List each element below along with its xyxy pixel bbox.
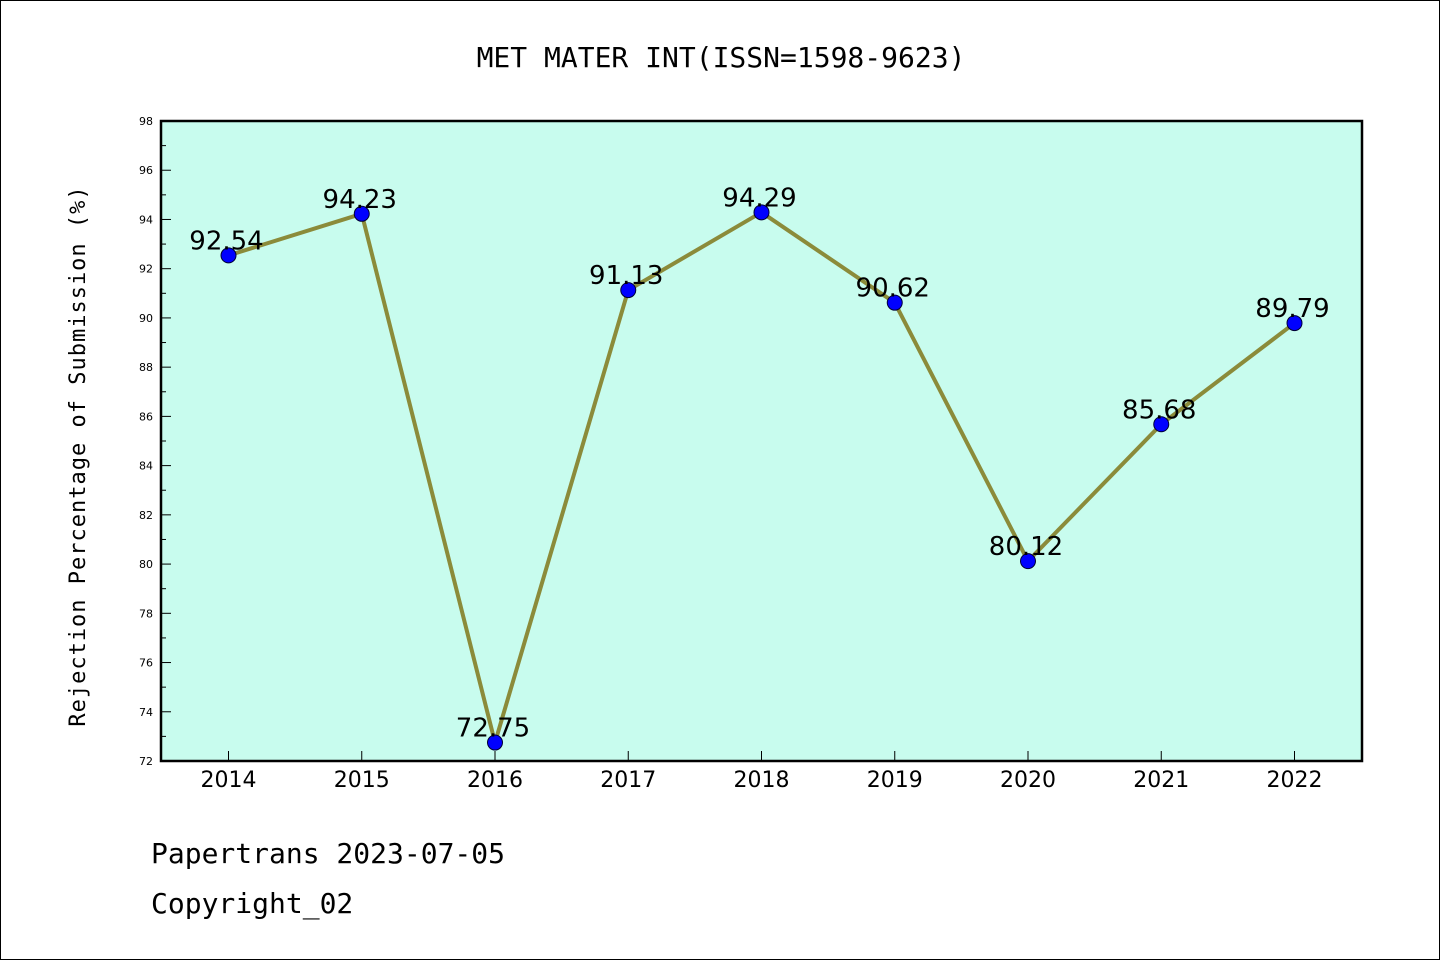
data-point xyxy=(886,294,903,311)
data-label: 89.79 xyxy=(1255,294,1329,324)
data-point xyxy=(1020,553,1036,570)
data-markers xyxy=(220,204,1303,751)
y-tick-label: 92 xyxy=(139,263,153,276)
data-label: 80.12 xyxy=(989,532,1063,562)
data-label: 90.62 xyxy=(856,274,930,304)
data-point xyxy=(753,204,770,221)
data-point xyxy=(1286,315,1303,332)
data-point xyxy=(353,205,370,222)
data-label: 92.54 xyxy=(189,226,263,256)
y-tick-label: 80 xyxy=(139,558,153,571)
y-tick-label: 98 xyxy=(139,115,153,128)
y-tick-label: 76 xyxy=(139,657,153,670)
plot-area xyxy=(161,121,1362,761)
x-tick-label: 2014 xyxy=(201,768,257,793)
x-tick-label: 2017 xyxy=(600,768,656,793)
y-tick-label: 82 xyxy=(139,509,153,522)
plot-frame xyxy=(159,119,1364,763)
data-point xyxy=(220,247,237,264)
x-tick-label: 2015 xyxy=(334,768,390,793)
data-label: 72.75 xyxy=(456,714,530,744)
y-tick-label: 90 xyxy=(139,312,153,325)
x-axis: 2014 2015 2016 2017 2018 2019 2020 2021 2022 xyxy=(201,751,1323,793)
y-tick-label: 94 xyxy=(139,213,153,226)
data-point xyxy=(620,282,637,299)
y-tick-label: 72 xyxy=(139,755,153,768)
data-label: 94.29 xyxy=(722,183,796,213)
data-label: 94.23 xyxy=(323,185,397,215)
y-tick-label: 86 xyxy=(139,410,153,423)
x-tick-label: 2022 xyxy=(1267,768,1323,793)
data-label: 85.68 xyxy=(1122,395,1196,425)
y-tick-label: 84 xyxy=(139,460,153,473)
y-tick-label: 88 xyxy=(139,361,153,374)
data-point xyxy=(487,734,503,751)
footer-copyright: Copyright_02 xyxy=(151,887,354,920)
y-axis: 72 74 76 78 80 82 84 86 88 90 92 94 96 98 xyxy=(139,115,171,768)
x-tick-label: 2019 xyxy=(867,768,923,793)
y-tick-label: 74 xyxy=(139,706,153,719)
data-labels: 92.54 94.23 72.75 91.13 94.29 90.62 80.12 85.68… xyxy=(189,183,1329,743)
x-tick-label: 2021 xyxy=(1133,768,1189,793)
x-tick-label: 2020 xyxy=(1000,768,1056,793)
footer-date-line: Papertrans 2023-07-05 xyxy=(151,837,506,870)
x-tick-label: 2018 xyxy=(734,768,790,793)
data-point xyxy=(1153,416,1170,433)
x-tick-label: 2016 xyxy=(467,768,523,793)
y-tick-label: 78 xyxy=(139,607,153,620)
y-tick-label: 96 xyxy=(139,164,153,177)
data-label: 91.13 xyxy=(589,261,663,291)
chart-title: MET MATER INT(ISSN=1598-9623) xyxy=(477,41,966,74)
y-axis-label: Rejection Percentage of Submission (%) xyxy=(66,185,91,726)
